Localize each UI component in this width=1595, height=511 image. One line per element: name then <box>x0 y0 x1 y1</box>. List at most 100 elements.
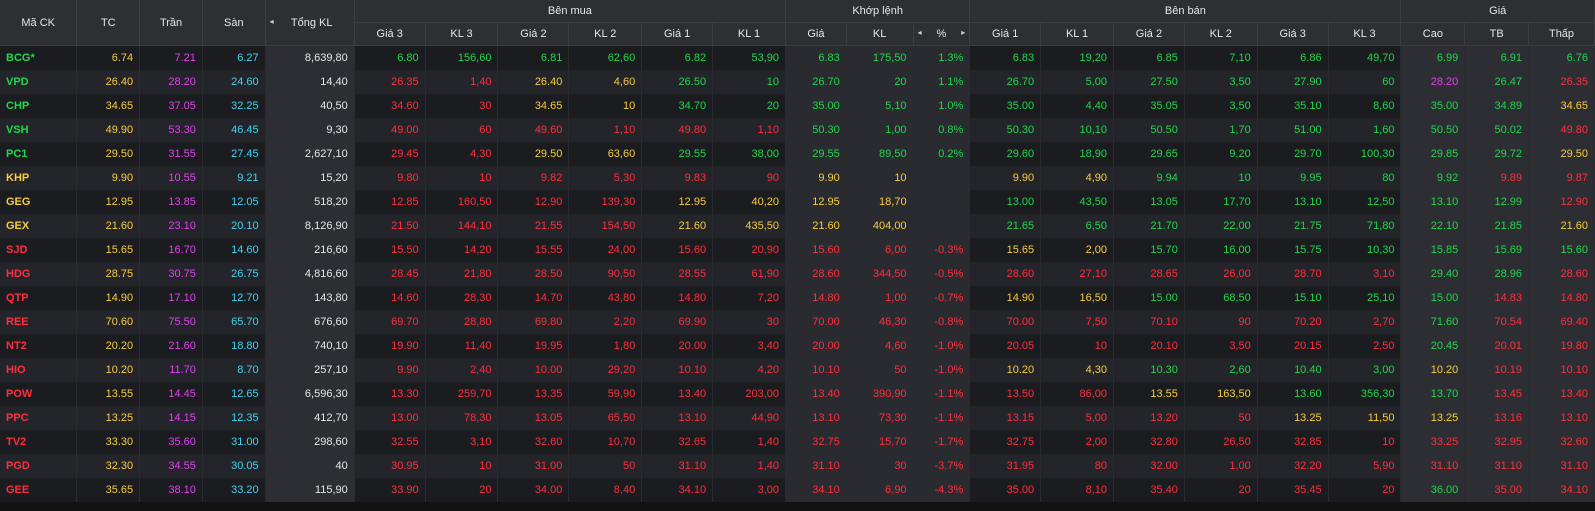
match-price-cell: 15.60 <box>785 238 847 262</box>
bid-volume-2-cell: 10 <box>568 94 643 118</box>
bid-volume-2-cell: 10,70 <box>568 430 643 454</box>
average-price-cell: 35.00 <box>1464 478 1530 502</box>
header-ask-volume-1[interactable]: KL 1 <box>1040 22 1114 46</box>
average-price-cell: 28.96 <box>1464 262 1530 286</box>
table-row[interactable]: REE 70.60 75.50 65.70 676,60 69.70 28,80 69.80 2… <box>0 310 1595 334</box>
header-bid-price-3[interactable]: Giá 3 <box>354 22 426 46</box>
header-bid-price-1[interactable]: Giá 1 <box>641 22 714 46</box>
bid-price-1-cell: 14.80 <box>641 286 714 310</box>
header-ask-price-3[interactable]: Giá 3 <box>1257 22 1329 46</box>
header-average[interactable]: TB <box>1464 22 1530 46</box>
match-price-cell: 70.00 <box>785 310 847 334</box>
header-floor[interactable]: Sàn <box>202 0 266 46</box>
symbol-cell[interactable]: CHP <box>0 94 78 118</box>
header-ask-price-1[interactable]: Giá 1 <box>969 22 1042 46</box>
ceiling-price-cell: 16.70 <box>139 238 203 262</box>
table-row[interactable]: CHP 34.65 37.05 32.25 40,50 34.60 30 34.65 10 34.… <box>0 94 1595 118</box>
floor-price-cell: 26.75 <box>202 262 266 286</box>
high-price-cell: 35.00 <box>1400 94 1466 118</box>
table-row[interactable]: PPC 13.25 14.15 12.35 412,70 13.00 78,30 13.05 6… <box>0 406 1595 430</box>
bid-price-1-cell: 13.10 <box>641 406 714 430</box>
symbol-cell[interactable]: GEG <box>0 190 78 214</box>
header-ask-group: Bên bán <box>969 0 1402 23</box>
symbol-cell[interactable]: PPC <box>0 406 78 430</box>
table-row[interactable]: POW 13.55 14.45 12.65 6,596,30 13.30 259,70 13.… <box>0 382 1595 406</box>
table-row[interactable]: GEG 12.95 13.85 12.05 518,20 12.85 160,50 12.90… <box>0 190 1595 214</box>
header-ceiling[interactable]: Trần <box>139 0 203 46</box>
match-volume-cell: 390,90 <box>846 382 914 406</box>
toggle-right-icon[interactable]: ▸ <box>961 28 966 37</box>
match-price-cell: 20.00 <box>785 334 847 358</box>
symbol-cell[interactable]: NT2 <box>0 334 78 358</box>
table-row[interactable]: VSH 49.90 53.30 46.45 9,30 49.00 60 49.60 1,10 49… <box>0 118 1595 142</box>
symbol-cell[interactable]: SJD <box>0 238 78 262</box>
bid-volume-3-cell: 14,20 <box>425 238 499 262</box>
header-bid-price-2[interactable]: Giá 2 <box>497 22 570 46</box>
symbol-cell[interactable]: TV2 <box>0 430 78 454</box>
table-row[interactable]: HIO 10.20 11.70 8.70 257,10 9.90 2,40 10.00 29,2… <box>0 358 1595 382</box>
symbol-cell[interactable]: VPD <box>0 70 78 94</box>
table-row[interactable]: PC1 29.50 31.55 27.45 2,627,10 29.45 4,30 29.50… <box>0 142 1595 166</box>
ask-price-1-cell: 9.90 <box>969 166 1042 190</box>
symbol-cell[interactable]: BCG* <box>0 45 78 70</box>
bid-price-3-cell: 21.50 <box>354 214 426 238</box>
header-match-price[interactable]: Giá <box>785 22 847 46</box>
symbol-cell[interactable]: QTP <box>0 286 78 310</box>
symbol-cell[interactable]: REE <box>0 310 78 334</box>
symbol-cell[interactable]: POW <box>0 382 78 406</box>
table-row[interactable]: TV2 33.30 35.60 31.00 298,60 32.55 3,10 32.60 10… <box>0 430 1595 454</box>
ask-price-1-cell: 13.50 <box>969 382 1042 406</box>
header-symbol[interactable]: Mã CK <box>0 0 78 46</box>
reference-price-cell: 12.95 <box>76 190 141 214</box>
bid-volume-1-cell: 38,00 <box>712 142 787 166</box>
reference-price-cell: 9.90 <box>76 166 141 190</box>
header-bid-volume-3[interactable]: KL 3 <box>425 22 499 46</box>
header-total-volume[interactable]: ◂ Tổng KL <box>265 0 355 46</box>
table-row[interactable]: VPD 26.40 28.20 24.60 14,40 26.35 1,40 26.40 4,6… <box>0 70 1595 94</box>
header-match-percent[interactable]: ◂ % ▸ <box>913 22 971 46</box>
bid-price-1-cell: 34.70 <box>641 94 714 118</box>
bid-price-3-cell: 30.95 <box>354 454 426 478</box>
table-row[interactable]: KHP 9.90 10.55 9.21 15,20 9.80 10 9.82 5,30 9.83 9… <box>0 166 1595 190</box>
match-percent-cell <box>913 190 971 214</box>
ask-volume-2-cell: 68,50 <box>1184 286 1258 310</box>
table-row[interactable]: GEE 35.65 38.10 33.20 115,90 33.90 20 34.00 8,40… <box>0 478 1595 502</box>
header-bid-volume-2[interactable]: KL 2 <box>568 22 643 46</box>
low-price-cell: 28.60 <box>1528 262 1595 286</box>
header-high[interactable]: Cao <box>1400 22 1466 46</box>
ask-volume-2-cell: 3,50 <box>1184 70 1258 94</box>
bid-price-2-cell: 32.60 <box>497 430 570 454</box>
table-row[interactable]: PGD 32.30 34.55 30.05 40 30.95 10 31.00 50 31.10 1… <box>0 454 1595 478</box>
header-ask-volume-3[interactable]: KL 3 <box>1328 22 1402 46</box>
ask-price-3-cell: 13.60 <box>1257 382 1329 406</box>
symbol-cell[interactable]: GEE <box>0 478 78 502</box>
toggle-left-icon[interactable]: ◂ <box>917 28 922 37</box>
bid-volume-2-cell: 62,60 <box>568 45 643 70</box>
symbol-cell[interactable]: HDG <box>0 262 78 286</box>
header-ask-price-2[interactable]: Giá 2 <box>1113 22 1185 46</box>
symbol-cell[interactable]: GEX <box>0 214 78 238</box>
scroll-left-icon[interactable]: ◂ <box>269 16 274 26</box>
table-row[interactable]: GEX 21.60 23.10 20.10 8,126,90 21.50 144,10 21.… <box>0 214 1595 238</box>
symbol-cell[interactable]: KHP <box>0 166 78 190</box>
table-row[interactable]: SJD 15.65 16.70 14.60 216,60 15.50 14,20 15.55 2… <box>0 238 1595 262</box>
header-match-volume[interactable]: KL <box>846 22 914 46</box>
header-ask-volume-2[interactable]: KL 2 <box>1184 22 1258 46</box>
bid-volume-3-cell: 156,60 <box>425 45 499 70</box>
table-row[interactable]: HDG 28.75 30.75 26.75 4,816,60 28.45 21,80 28.5… <box>0 262 1595 286</box>
table-row[interactable]: QTP 14.90 17.10 12.70 143,80 14.60 28,30 14.70 4… <box>0 286 1595 310</box>
symbol-cell[interactable]: VSH <box>0 118 78 142</box>
table-row[interactable]: BCG* 6.74 7.21 6.27 8,639,80 6.80 156,60 6.81 62… <box>0 45 1595 70</box>
header-low[interactable]: Thấp <box>1528 22 1595 46</box>
header-bid-volume-1[interactable]: KL 1 <box>712 22 787 46</box>
average-price-cell: 26.47 <box>1464 70 1530 94</box>
match-price-cell: 31.10 <box>785 454 847 478</box>
header-reference[interactable]: TC <box>76 0 141 46</box>
low-price-cell: 69.40 <box>1528 310 1595 334</box>
symbol-cell[interactable]: HIO <box>0 358 78 382</box>
symbol-cell[interactable]: PC1 <box>0 142 78 166</box>
symbol-cell[interactable]: PGD <box>0 454 78 478</box>
ask-price-2-cell: 10.30 <box>1113 358 1185 382</box>
bid-volume-3-cell: 144,10 <box>425 214 499 238</box>
table-row[interactable]: NT2 20.20 21.60 18.80 740,10 19.90 11,40 19.95 1… <box>0 334 1595 358</box>
